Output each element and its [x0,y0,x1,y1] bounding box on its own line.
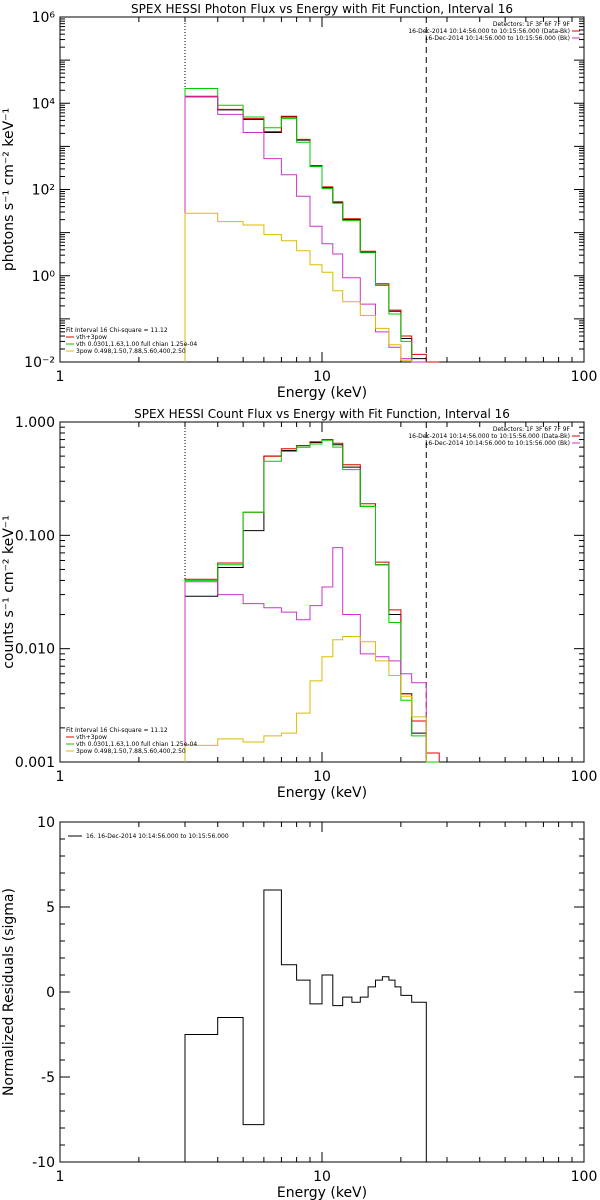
x-tick-label: 1 [56,1169,65,1185]
y-axis-label: photons s⁻¹ cm⁻² keV⁻¹ [1,108,17,271]
y-tick-label: 10² [32,183,55,199]
chart-title: SPEX HESSI Photon Flux vs Energy with Fi… [131,2,513,16]
y-axis-label: counts s⁻¹ cm⁻² keV⁻¹ [1,515,17,669]
y-tick-label: 0.001 [15,755,55,771]
x-tick-label: 100 [571,769,598,785]
series-2 [184,439,440,762]
y-tick-label: 0.010 [15,642,55,658]
y-tick-label: 5 [46,900,55,916]
series-5 [184,212,413,362]
y-tick-label: -5 [41,1070,55,1086]
x-tick-label: 10 [313,1169,331,1185]
series-line [184,88,427,363]
header-line: 16-Dec-2014 10:14:56.000 to 10:15:56.000… [425,35,570,42]
series-line [184,439,440,762]
y-tick-label: -10 [32,1155,55,1171]
y-tick-label: 10⁻² [24,355,55,371]
x-axis-label: Energy (keV) [277,785,367,801]
chart-panel-2: SPEX HESSI Count Flux vs Energy with Fit… [1,407,597,801]
fit-label: Fit Interval 16 Chi-square = 11.12 [66,327,168,334]
header-line: Detectors: 1F 3F 6F 7F 9F [493,21,571,28]
series-1 [184,96,427,362]
legend-entry: 3pow 0.498,1.50,7.88,5.60,400,2.50 [76,348,186,355]
series-line [184,439,427,762]
legend-entry: vth 0.0301,1.63,1.00 full chian 1.25e-04 [76,341,197,348]
legend-entry: vth+3pow [76,334,107,341]
header-line: Detectors: 1F 3F 6F 7F 9F [493,426,571,433]
legend-entry: vth+3pow [76,734,107,741]
plot-frame [59,16,585,363]
y-tick-label: 0 [46,985,55,1001]
series-line [184,547,427,762]
header-line: 16-Dec-2014 10:14:56.000 to 10:15:56.000… [425,440,570,447]
y-tick-label: 0.100 [15,528,55,544]
y-tick-label: 10⁴ [32,96,56,112]
y-tick-label: 10⁶ [32,10,56,26]
x-tick-label: 100 [571,369,598,385]
y-tick-label: 1.000 [15,415,55,431]
series-5 [184,636,427,762]
series-4 [184,96,427,363]
x-tick-label: 10 [313,769,331,785]
series-line [184,96,427,363]
y-tick-label: 10⁰ [32,269,56,285]
series-3 [184,88,427,363]
header-line: 16-Dec-2014 10:14:56.000 to 10:15:56.000… [408,28,570,35]
legend-entry: 16. 16-Dec-2014 10:14:56.000 to 10:15:56… [86,833,229,840]
series-3 [184,439,440,763]
x-axis-label: Energy (keV) [277,385,367,401]
series-1 [184,889,427,1162]
series-line [184,636,427,762]
header-line: 16-Dec-2014 10:14:56.000 to 10:15:56.000… [408,433,570,440]
chart-title: SPEX HESSI Count Flux vs Energy with Fit… [134,407,510,421]
chart-panel-1: SPEX HESSI Photon Flux vs Energy with Fi… [1,2,597,401]
series-4 [184,547,427,762]
x-tick-label: 100 [571,1169,598,1185]
series-line [184,96,427,362]
series-line [184,439,440,763]
x-tick-label: 1 [56,369,65,385]
x-axis-label: Energy (keV) [277,1185,367,1200]
series-1 [184,439,427,762]
chart-panel-3: 1 10 100 Energy (keV) -10 -5 0 5 10 Normalized Re… [1,815,597,1200]
x-tick-label: 1 [56,769,65,785]
y-tick-label: 10 [37,815,55,831]
legend-entry: vth 0.0301,1.63,1.00 full chian 1.25e-04 [76,741,197,748]
series-line [184,212,413,362]
legend-entry: 3pow 0.498,1.50,7.88,5.60,400,2.50 [76,748,186,755]
fit-label: Fit Interval 16 Chi-square = 11.12 [66,727,168,734]
x-tick-label: 10 [313,369,331,385]
y-axis-label: Normalized Residuals (sigma) [1,888,17,1096]
series-line [184,889,427,1162]
